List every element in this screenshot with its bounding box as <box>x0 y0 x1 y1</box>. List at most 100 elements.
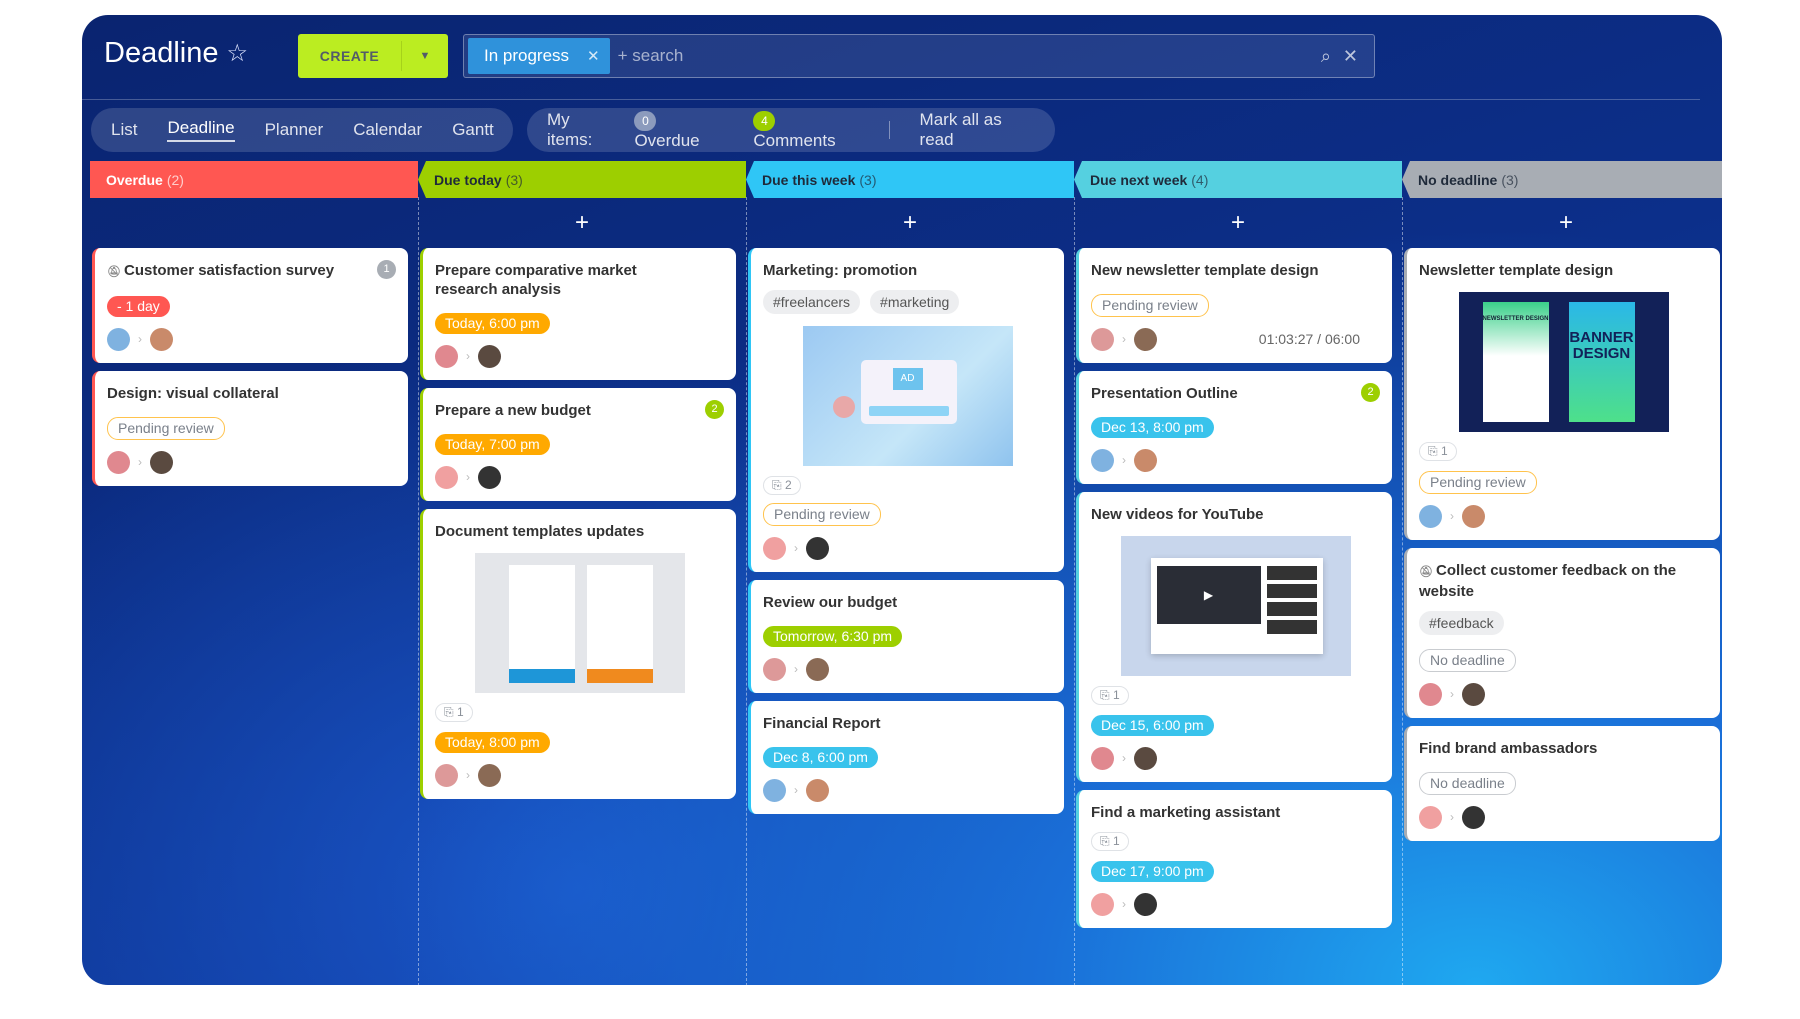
card-title[interactable]: Presentation Outline <box>1091 384 1380 403</box>
avatar-creator[interactable] <box>107 327 130 351</box>
task-card[interactable]: New newsletter template design Pending re… <box>1076 248 1392 363</box>
attachment-count[interactable]: ⎘ 1 <box>1091 832 1129 851</box>
avatar-creator[interactable] <box>1091 746 1114 770</box>
deadline-badge[interactable]: Dec 13, 8:00 pm <box>1091 417 1214 438</box>
deadline-badge[interactable]: Pending review <box>1419 471 1537 494</box>
comments-filter[interactable]: 4Comments <box>753 110 858 151</box>
avatar-responsible[interactable] <box>478 763 501 787</box>
task-card[interactable]: 🔕︎ Collect customer feedback on the webs… <box>1404 548 1720 718</box>
avatar-creator[interactable] <box>435 465 458 489</box>
tab-gantt[interactable]: Gantt <box>452 120 494 139</box>
avatar-creator[interactable] <box>1091 327 1114 351</box>
task-card[interactable]: Prepare a new budget 2 Today, 7:00 pm › <box>420 388 736 501</box>
task-card[interactable]: Document templates updates ⎘ 1 Today, 8:00… <box>420 509 736 799</box>
task-card[interactable]: Design: visual collateral Pending review › <box>92 371 408 486</box>
avatar-responsible[interactable] <box>1134 327 1157 351</box>
deadline-badge[interactable]: Tomorrow, 6:30 pm <box>763 626 903 647</box>
card-title[interactable]: New videos for YouTube <box>1091 505 1380 524</box>
avatar-creator[interactable] <box>1091 892 1114 916</box>
card-title[interactable]: Prepare a new budget <box>435 401 724 420</box>
avatar-responsible[interactable] <box>1134 746 1157 770</box>
add-task-button[interactable] <box>90 198 418 248</box>
avatar-creator[interactable] <box>763 536 786 560</box>
tag[interactable]: #freelancers <box>763 290 861 314</box>
task-card[interactable]: Find a marketing assistant ⎘ 1 Dec 17, 9:0… <box>1076 790 1392 928</box>
avatar-responsible[interactable] <box>806 536 829 560</box>
close-icon[interactable]: ✕ <box>587 48 600 65</box>
deadline-badge[interactable]: Dec 17, 9:00 pm <box>1091 861 1214 882</box>
chevron-down-icon[interactable]: ▼ <box>419 50 431 62</box>
avatar-creator[interactable] <box>1419 805 1442 829</box>
card-title[interactable]: Financial Report <box>763 714 1052 733</box>
card-title[interactable]: New newsletter template design <box>1091 261 1380 280</box>
deadline-badge[interactable]: Pending review <box>763 503 881 526</box>
task-card[interactable]: Marketing: promotion #freelancers #marketi… <box>748 248 1064 572</box>
avatar-responsible[interactable] <box>806 657 829 681</box>
card-title[interactable]: Document templates updates <box>435 522 724 541</box>
search-bar[interactable]: In progress ✕ + search ⌕ ✕ <box>463 34 1375 78</box>
attachment-count[interactable]: ⎘ 1 <box>1419 442 1457 461</box>
tag[interactable]: #marketing <box>870 290 960 314</box>
avatar-responsible[interactable] <box>150 450 173 474</box>
card-title[interactable]: Prepare comparative market research anal… <box>435 261 724 299</box>
avatar-responsible[interactable] <box>478 465 501 489</box>
mark-all-read-button[interactable]: Mark all as read <box>919 110 1002 149</box>
star-icon[interactable]: ☆ <box>226 40 248 67</box>
attachment-count[interactable]: ⎘ 1 <box>1091 686 1129 705</box>
avatar-creator[interactable] <box>763 778 786 802</box>
card-title[interactable]: Newsletter template design <box>1419 261 1708 280</box>
deadline-badge[interactable]: Today, 8:00 pm <box>435 732 550 753</box>
avatar-responsible[interactable] <box>150 327 173 351</box>
card-title[interactable]: 🔕︎ Collect customer feedback on the webs… <box>1419 561 1708 601</box>
avatar-responsible[interactable] <box>1462 805 1485 829</box>
avatar-creator[interactable] <box>1419 504 1442 528</box>
avatar-responsible[interactable] <box>1134 448 1157 472</box>
deadline-badge[interactable]: Pending review <box>107 417 225 440</box>
tab-calendar[interactable]: Calendar <box>353 120 423 139</box>
avatar-responsible[interactable] <box>1462 504 1485 528</box>
add-task-button[interactable]: + <box>1230 209 1245 236</box>
add-task-button[interactable]: + <box>574 209 589 236</box>
tab-planner[interactable]: Planner <box>264 120 324 139</box>
avatar-responsible[interactable] <box>1462 682 1485 706</box>
add-task-button[interactable]: + <box>902 209 917 236</box>
tag[interactable]: #feedback <box>1419 611 1504 635</box>
overdue-filter[interactable]: 0Overdue <box>634 110 723 151</box>
create-button[interactable]: CREATE ▼ <box>298 34 448 78</box>
avatar-responsible[interactable] <box>478 344 501 368</box>
deadline-badge[interactable]: No deadline <box>1419 772 1516 795</box>
deadline-badge[interactable]: Dec 8, 6:00 pm <box>763 747 878 768</box>
deadline-badge[interactable]: Pending review <box>1091 294 1209 317</box>
task-card[interactable]: Financial Report Dec 8, 6:00 pm › <box>748 701 1064 814</box>
task-card[interactable]: Find brand ambassadors No deadline › <box>1404 726 1720 841</box>
clear-icon[interactable]: ✕ <box>1342 45 1358 66</box>
deadline-badge[interactable]: Today, 7:00 pm <box>435 434 550 455</box>
filter-chip[interactable]: In progress ✕ <box>468 38 610 74</box>
task-card[interactable]: Presentation Outline 2 Dec 13, 8:00 pm › <box>1076 371 1392 484</box>
avatar-creator[interactable] <box>763 657 786 681</box>
avatar-creator[interactable] <box>435 344 458 368</box>
card-title[interactable]: Review our budget <box>763 593 1052 612</box>
avatar-creator[interactable] <box>1091 448 1114 472</box>
avatar-responsible[interactable] <box>806 778 829 802</box>
search-input[interactable]: + search <box>617 46 684 65</box>
tab-deadline[interactable]: Deadline <box>167 118 235 142</box>
card-title[interactable]: Find a marketing assistant <box>1091 803 1380 822</box>
deadline-badge[interactable]: - 1 day <box>107 296 170 317</box>
deadline-badge[interactable]: No deadline <box>1419 649 1516 672</box>
deadline-badge[interactable]: Dec 15, 6:00 pm <box>1091 715 1214 736</box>
attachment-count[interactable]: ⎘ 2 <box>763 476 801 495</box>
search-icon[interactable]: ⌕ <box>1320 45 1331 66</box>
task-card[interactable]: Review our budget Tomorrow, 6:30 pm › <box>748 580 1064 693</box>
card-title[interactable]: 🔕︎ Customer satisfaction survey <box>107 261 396 282</box>
deadline-badge[interactable]: Today, 6:00 pm <box>435 313 550 334</box>
avatar-creator[interactable] <box>435 763 458 787</box>
attachment-count[interactable]: ⎘ 1 <box>435 703 473 722</box>
add-task-button[interactable]: + <box>1558 209 1573 236</box>
task-card[interactable]: Prepare comparative market research anal… <box>420 248 736 380</box>
task-card[interactable]: Newsletter template design NEWSLETTER DES… <box>1404 248 1720 540</box>
task-card[interactable]: 🔕︎ Customer satisfaction survey 1- 1 day › <box>92 248 408 363</box>
avatar-responsible[interactable] <box>1134 892 1157 916</box>
tab-list[interactable]: List <box>111 120 138 139</box>
card-title[interactable]: Marketing: promotion <box>763 261 1052 280</box>
